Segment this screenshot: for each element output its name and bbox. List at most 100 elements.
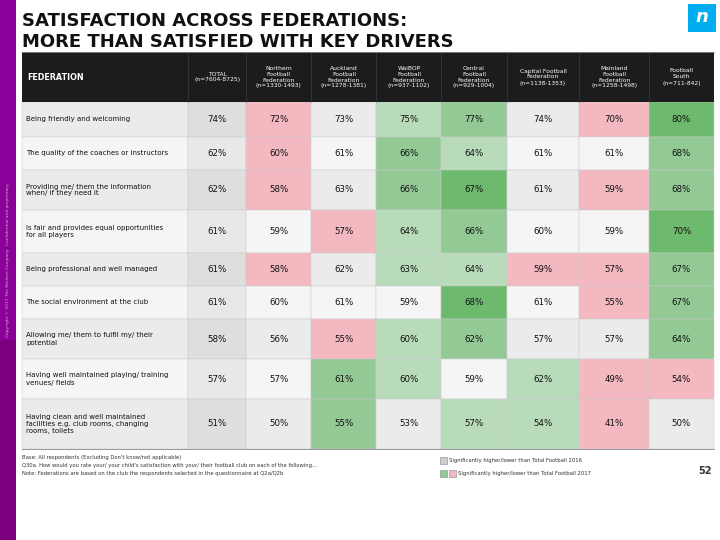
Bar xyxy=(440,470,447,477)
Bar xyxy=(440,457,447,464)
Text: 57%: 57% xyxy=(269,375,289,383)
Bar xyxy=(649,210,714,253)
Bar xyxy=(311,137,377,170)
Text: The quality of the coaches or instructors: The quality of the coaches or instructor… xyxy=(26,151,168,157)
Text: 60%: 60% xyxy=(534,227,552,236)
Text: Having clean and well maintained
facilities e.g. club rooms, changing
rooms, toi: Having clean and well maintained facilit… xyxy=(26,414,148,434)
Text: 64%: 64% xyxy=(672,334,691,343)
Text: 59%: 59% xyxy=(605,186,624,194)
Bar xyxy=(506,286,580,319)
Bar xyxy=(649,170,714,210)
Text: Base: All respondents (Excluding Don't know/not applicable): Base: All respondents (Excluding Don't k… xyxy=(22,455,181,460)
Text: The social environment at the club: The social environment at the club xyxy=(26,300,148,306)
Bar xyxy=(506,137,580,170)
Bar xyxy=(580,210,649,253)
Text: 61%: 61% xyxy=(334,149,354,158)
Bar xyxy=(0,0,16,540)
Text: SATISFACTION ACROSS FEDERATIONS:: SATISFACTION ACROSS FEDERATIONS: xyxy=(22,12,408,30)
Text: 55%: 55% xyxy=(334,334,354,343)
Bar xyxy=(311,359,377,399)
Text: Central
Football
Federation
(n=929-1004): Central Football Federation (n=929-1004) xyxy=(453,65,495,89)
Text: 57%: 57% xyxy=(334,227,354,236)
Text: FEDERATION: FEDERATION xyxy=(27,72,84,82)
Text: 54%: 54% xyxy=(672,375,691,383)
Bar xyxy=(188,170,246,210)
Text: Northern
Football
Federation
(n=1330-1493): Northern Football Federation (n=1330-149… xyxy=(256,65,302,89)
Bar xyxy=(311,210,377,253)
Text: 58%: 58% xyxy=(269,265,289,274)
Text: 62%: 62% xyxy=(207,149,227,158)
Bar xyxy=(22,102,188,137)
Text: 68%: 68% xyxy=(672,149,691,158)
Bar xyxy=(441,102,506,137)
Bar xyxy=(377,319,441,359)
Bar xyxy=(22,319,188,359)
Bar xyxy=(311,102,377,137)
Text: Q30a. How would you rate your/ your child's satisfaction with your/ their footba: Q30a. How would you rate your/ your chil… xyxy=(22,463,317,468)
Text: 53%: 53% xyxy=(400,420,418,429)
Bar xyxy=(441,137,506,170)
Bar xyxy=(311,399,377,449)
Bar xyxy=(649,399,714,449)
Text: 66%: 66% xyxy=(400,149,418,158)
Bar xyxy=(441,210,506,253)
Text: 67%: 67% xyxy=(672,265,691,274)
Text: 72%: 72% xyxy=(269,115,289,124)
Bar xyxy=(377,286,441,319)
Text: 74%: 74% xyxy=(534,115,552,124)
Text: 73%: 73% xyxy=(334,115,354,124)
Text: 55%: 55% xyxy=(334,420,354,429)
Text: 70%: 70% xyxy=(605,115,624,124)
FancyBboxPatch shape xyxy=(688,4,716,32)
Text: 68%: 68% xyxy=(464,298,484,307)
Text: 64%: 64% xyxy=(464,265,484,274)
Bar xyxy=(311,253,377,286)
Text: 41%: 41% xyxy=(605,420,624,429)
Text: 62%: 62% xyxy=(334,265,354,274)
Bar xyxy=(580,137,649,170)
Bar xyxy=(449,470,456,477)
Text: Mainland
Football
Federation
(n=1258-1498): Mainland Football Federation (n=1258-149… xyxy=(591,65,637,89)
Text: 50%: 50% xyxy=(672,420,691,429)
Text: Auckland
Football
Federation
(n=1278-1381): Auckland Football Federation (n=1278-138… xyxy=(321,65,367,89)
Text: Significantly higher/lower than Total Football 2016: Significantly higher/lower than Total Fo… xyxy=(449,458,582,463)
Bar xyxy=(188,210,246,253)
Text: 61%: 61% xyxy=(207,265,227,274)
Bar xyxy=(188,137,246,170)
Bar xyxy=(580,253,649,286)
Bar xyxy=(649,286,714,319)
Text: 66%: 66% xyxy=(400,186,418,194)
Bar xyxy=(506,170,580,210)
Text: Being professional and well managed: Being professional and well managed xyxy=(26,267,157,273)
Text: Is fair and provides equal opportunities
for all players: Is fair and provides equal opportunities… xyxy=(26,225,163,238)
Text: 61%: 61% xyxy=(534,298,552,307)
Bar xyxy=(441,319,506,359)
Bar xyxy=(22,210,188,253)
Bar xyxy=(22,137,188,170)
Bar xyxy=(441,286,506,319)
Text: 59%: 59% xyxy=(400,298,418,307)
Text: 61%: 61% xyxy=(207,298,227,307)
Text: 63%: 63% xyxy=(334,186,354,194)
Bar xyxy=(377,102,441,137)
Text: 60%: 60% xyxy=(269,298,289,307)
Text: 64%: 64% xyxy=(464,149,484,158)
Text: Providing me/ them the information
when/ if they need it: Providing me/ them the information when/… xyxy=(26,184,151,197)
Bar xyxy=(246,170,311,210)
Bar xyxy=(377,253,441,286)
Text: 74%: 74% xyxy=(207,115,227,124)
Bar xyxy=(377,359,441,399)
Text: 63%: 63% xyxy=(400,265,418,274)
Text: 51%: 51% xyxy=(207,420,227,429)
Bar xyxy=(649,137,714,170)
Bar xyxy=(22,253,188,286)
Text: 64%: 64% xyxy=(400,227,418,236)
Text: 62%: 62% xyxy=(534,375,552,383)
Text: 57%: 57% xyxy=(605,334,624,343)
Bar xyxy=(506,359,580,399)
Text: 61%: 61% xyxy=(534,186,552,194)
Text: 52: 52 xyxy=(698,466,712,476)
Text: 58%: 58% xyxy=(207,334,227,343)
Bar xyxy=(22,359,188,399)
Text: WaiBOP
Football
Federation
(n=937-1102): WaiBOP Football Federation (n=937-1102) xyxy=(388,65,430,89)
